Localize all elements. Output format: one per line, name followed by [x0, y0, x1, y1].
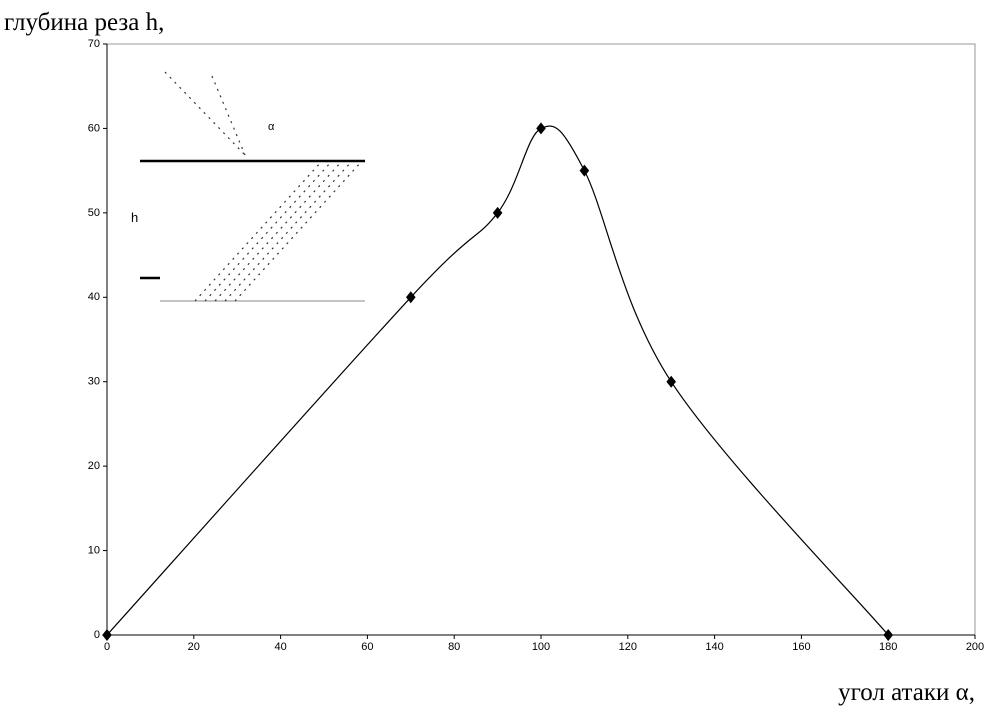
inset-sketch: h α — [131, 72, 365, 301]
y-tick-label: 20 — [88, 460, 100, 472]
x-tick-label: 80 — [448, 641, 460, 653]
series-line — [107, 126, 888, 635]
x-tick-label: 40 — [274, 641, 286, 653]
x-tick-label: 140 — [705, 641, 723, 653]
y-tick-label: 50 — [88, 207, 100, 219]
x-tick-label: 100 — [532, 641, 550, 653]
x-tick-label: 60 — [361, 641, 373, 653]
x-tick-label: 20 — [188, 641, 200, 653]
data-point — [536, 122, 546, 134]
data-point — [580, 165, 590, 177]
y-tick-label: 10 — [88, 544, 100, 556]
y-tick-label: 0 — [94, 629, 100, 641]
x-tick-label: 180 — [879, 641, 897, 653]
chart: h α глубина реза h, угол атаки α, 0 10 20 3… — [0, 0, 990, 706]
x-axis-title: угол атаки α, — [838, 679, 975, 706]
x-tick-label: 0 — [104, 641, 110, 653]
y-tick-label: 70 — [88, 38, 100, 50]
x-tick-label: 120 — [619, 641, 637, 653]
inset-angle-label: α — [268, 121, 275, 133]
y-tick-label: 40 — [88, 291, 100, 303]
inset-depth-label: h — [131, 210, 138, 225]
y-tick-label: 60 — [88, 122, 100, 134]
x-tick-label: 200 — [966, 641, 984, 653]
y-axis-title: глубина реза h, — [4, 9, 164, 36]
y-tick-label: 30 — [88, 376, 100, 388]
x-tick-label: 160 — [792, 641, 810, 653]
